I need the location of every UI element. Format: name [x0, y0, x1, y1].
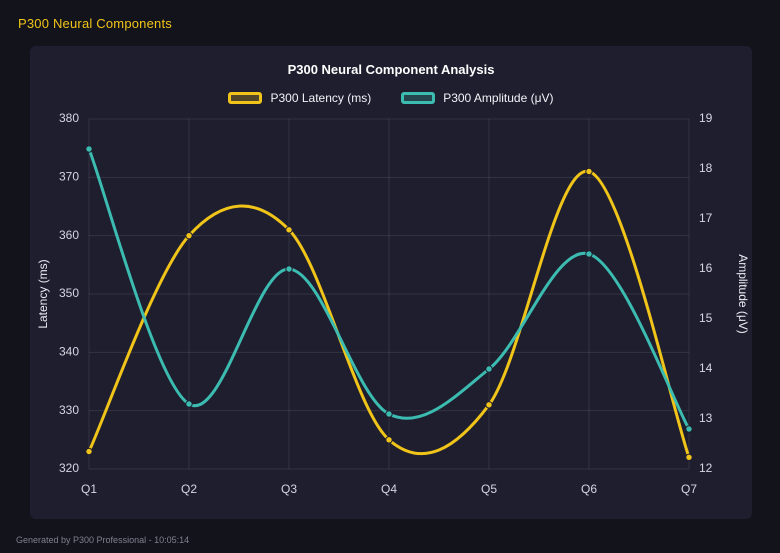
chart-panel: P300 Neural Component Analysis P300 Late…	[30, 46, 752, 519]
x-axis-tick-label: Q4	[381, 482, 397, 496]
data-point	[85, 145, 93, 153]
right-axis-tick-label: 14	[699, 361, 713, 375]
data-point	[185, 400, 193, 408]
right-axis-tick-label: 16	[699, 261, 713, 275]
right-axis-tick-label: 19	[699, 113, 713, 125]
left-axis-tick-label: 340	[59, 345, 79, 359]
data-point	[85, 447, 93, 456]
footer-status: Generated by P300 Professional - 10:05:1…	[16, 535, 190, 545]
chart-plot: 320 330 340 350 360 370 380 12 13 14 15 16 17 18 19 Q1 Q…	[36, 111, 750, 496]
data-point	[685, 453, 693, 462]
x-axis-tick-label: Q3	[281, 482, 297, 496]
right-axis-tick-label: 15	[699, 311, 713, 325]
chart-area: 320 330 340 350 360 370 380 12 13 14 15 16 17 18 19 Q1 Q…	[33, 111, 750, 510]
legend-label: P300 Latency (ms)	[270, 91, 372, 105]
legend-item[interactable]: P300 Latency (ms)	[228, 91, 371, 105]
right-axis-tick-label: 12	[699, 461, 713, 475]
left-axis-tick-label: 320	[59, 461, 79, 475]
x-axis-tick-label: Q2	[181, 482, 197, 496]
app-title: P300 Neural Components	[18, 16, 172, 31]
legend-swatch	[401, 92, 436, 104]
data-point	[485, 365, 493, 373]
data-point	[285, 265, 293, 273]
legend-label: P300 Amplitude (μV)	[443, 91, 554, 105]
right-axis-tick-label: 18	[699, 161, 713, 175]
x-axis-tick-label: Q1	[81, 482, 97, 496]
right-axis-title: Amplitude (μV)	[736, 254, 749, 334]
data-point	[585, 167, 593, 176]
data-point	[385, 410, 393, 418]
left-axis-title: Latency (ms)	[36, 259, 50, 328]
data-point	[285, 226, 293, 234]
chart-title: P300 Neural Component Analysis	[287, 62, 495, 77]
left-axis-tick-label: 350	[59, 286, 79, 300]
x-axis-tick-label: Q6	[581, 482, 597, 496]
x-axis-tick-label: Q7	[681, 482, 697, 496]
left-axis-tick-label: 330	[59, 403, 79, 417]
data-point	[685, 425, 693, 433]
data-point	[385, 436, 393, 444]
data-point	[485, 401, 493, 409]
data-point	[585, 250, 593, 258]
x-axis-tick-label: Q5	[481, 482, 497, 496]
right-axis-tick-label: 13	[699, 411, 713, 425]
chart-legend: P300 Latency (ms) P300 Amplitude (μV)	[228, 91, 554, 105]
left-axis-tick-label: 380	[59, 113, 79, 125]
right-axis-tick-label: 17	[699, 211, 713, 225]
legend-item[interactable]: P300 Amplitude (μV)	[401, 91, 554, 105]
legend-swatch	[228, 92, 263, 104]
data-point	[185, 231, 193, 240]
left-axis-tick-label: 370	[59, 170, 79, 184]
left-axis-tick-label: 360	[59, 228, 79, 242]
